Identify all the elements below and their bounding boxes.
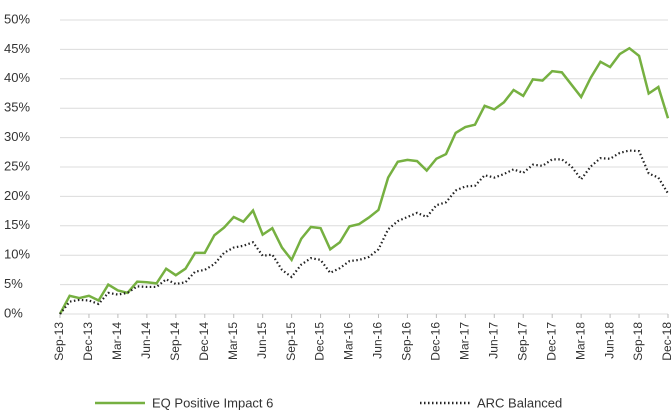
x-tick-label: Mar-16 (342, 322, 356, 360)
y-tick-label: 40% (4, 70, 30, 85)
y-tick-label: 35% (4, 100, 30, 115)
x-tick-label: Sep-16 (400, 322, 414, 361)
x-tick-label: Jun-14 (139, 322, 153, 359)
x-tick-label: Sep-17 (515, 322, 529, 361)
y-tick-label: 5% (4, 276, 23, 291)
y-tick-label: 15% (4, 217, 30, 232)
series-line (58, 46, 670, 315)
y-tick-label: 0% (4, 305, 23, 320)
x-tick-label: Mar-18 (573, 322, 587, 360)
legend-label: ARC Balanced (477, 395, 562, 410)
x-tick-label: Sep-18 (631, 322, 645, 361)
y-tick-label: 45% (4, 41, 30, 56)
x-tick-label: Jun-18 (602, 322, 616, 359)
x-tick-label: Dec-14 (197, 322, 211, 361)
x-tick-label: Sep-15 (284, 322, 298, 361)
y-tick-label: 10% (4, 247, 30, 262)
x-tick-label: Mar-17 (458, 322, 472, 360)
x-tick-label: Mar-15 (226, 322, 240, 360)
x-tick-label: Dec-16 (429, 322, 443, 361)
y-tick-label: 50% (4, 11, 30, 26)
x-tick-label: Dec-17 (544, 322, 558, 361)
x-tick-label: Jun-16 (371, 322, 385, 359)
x-tick-label: Sep-13 (52, 322, 66, 361)
series-line (59, 149, 669, 315)
y-tick-label: 30% (4, 129, 30, 144)
y-tick-label: 20% (4, 188, 30, 203)
x-tick-label: Mar-14 (110, 322, 124, 360)
x-tick-label: Dec-18 (660, 322, 671, 361)
x-tick-label: Jun-17 (486, 322, 500, 359)
x-tick-label: Jun-15 (255, 322, 269, 359)
x-tick-label: Sep-14 (168, 322, 182, 361)
x-tick-label: Dec-15 (313, 322, 327, 361)
legend-label: EQ Positive Impact 6 (152, 395, 273, 410)
y-tick-label: 25% (4, 158, 30, 173)
x-tick-label: Dec-13 (81, 322, 95, 361)
